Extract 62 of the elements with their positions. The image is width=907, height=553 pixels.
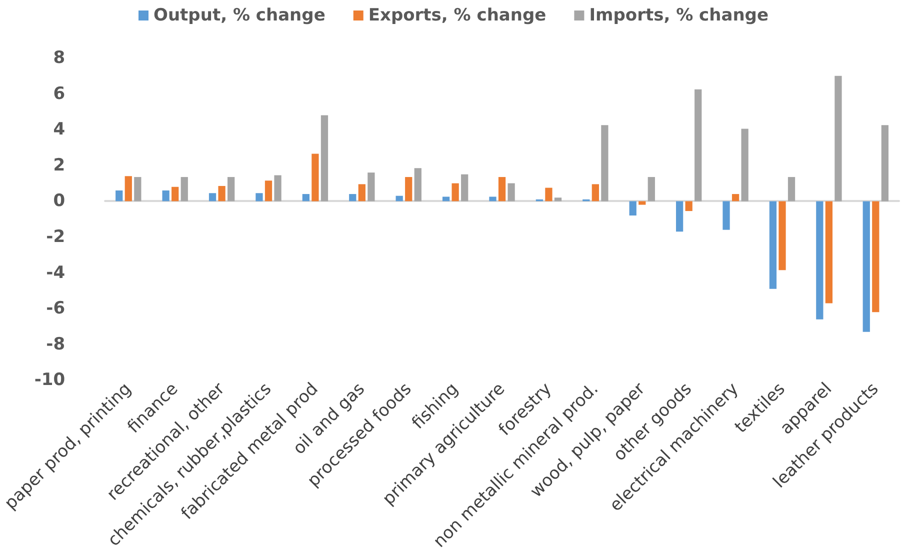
bar [778, 201, 786, 270]
bar [312, 154, 319, 202]
bar [648, 177, 655, 202]
y-tick-label: -8 [46, 334, 66, 354]
bar [489, 196, 496, 202]
bar [816, 201, 824, 320]
bar [442, 196, 450, 202]
bar [592, 184, 599, 202]
bar [320, 115, 328, 202]
bar [358, 184, 366, 202]
bar [601, 125, 608, 202]
bar [881, 125, 888, 202]
y-tick-label: -6 [46, 298, 66, 319]
bar [172, 186, 179, 202]
bar [676, 201, 684, 232]
y-tick-label: 6 [53, 84, 66, 104]
bar [396, 196, 403, 202]
bar [124, 176, 132, 202]
bar [274, 175, 282, 202]
bar [302, 194, 310, 202]
bar [228, 177, 235, 202]
bar [554, 198, 562, 202]
bar [405, 177, 412, 202]
y-tick-label: -2 [46, 226, 66, 247]
bar [545, 188, 552, 202]
bar [872, 201, 880, 312]
bar [508, 183, 515, 202]
bar [256, 193, 263, 202]
bar [116, 190, 123, 202]
bar [349, 194, 356, 202]
bar [498, 177, 506, 202]
legend-label: Exports, % change [368, 6, 546, 26]
bar [694, 89, 702, 202]
bar [368, 172, 375, 202]
bar [208, 193, 216, 202]
bar [769, 201, 777, 289]
bar [638, 201, 646, 205]
bar [461, 174, 468, 202]
bar [862, 201, 870, 332]
y-tick-label: 2 [53, 155, 66, 176]
y-tick-label: -4 [46, 262, 66, 283]
bar [825, 201, 833, 304]
y-tick-label: 4 [53, 120, 66, 140]
y-tick-label: 0 [53, 191, 66, 212]
bar [722, 201, 730, 230]
y-tick-label: -10 [34, 370, 66, 390]
legend-label: Output, % change [154, 6, 326, 26]
bar [788, 177, 796, 202]
bar [629, 201, 636, 216]
bar [732, 194, 740, 202]
bar [162, 190, 170, 202]
bar [685, 201, 692, 212]
bar [741, 128, 748, 202]
bar [264, 180, 272, 202]
bar [834, 76, 842, 202]
y-tick-label: 8 [53, 48, 66, 68]
bar [134, 177, 142, 202]
legend-label: Imports, % change [589, 6, 768, 26]
bar [452, 183, 459, 202]
bar [180, 177, 188, 202]
bar [218, 186, 226, 202]
bar [414, 168, 422, 202]
